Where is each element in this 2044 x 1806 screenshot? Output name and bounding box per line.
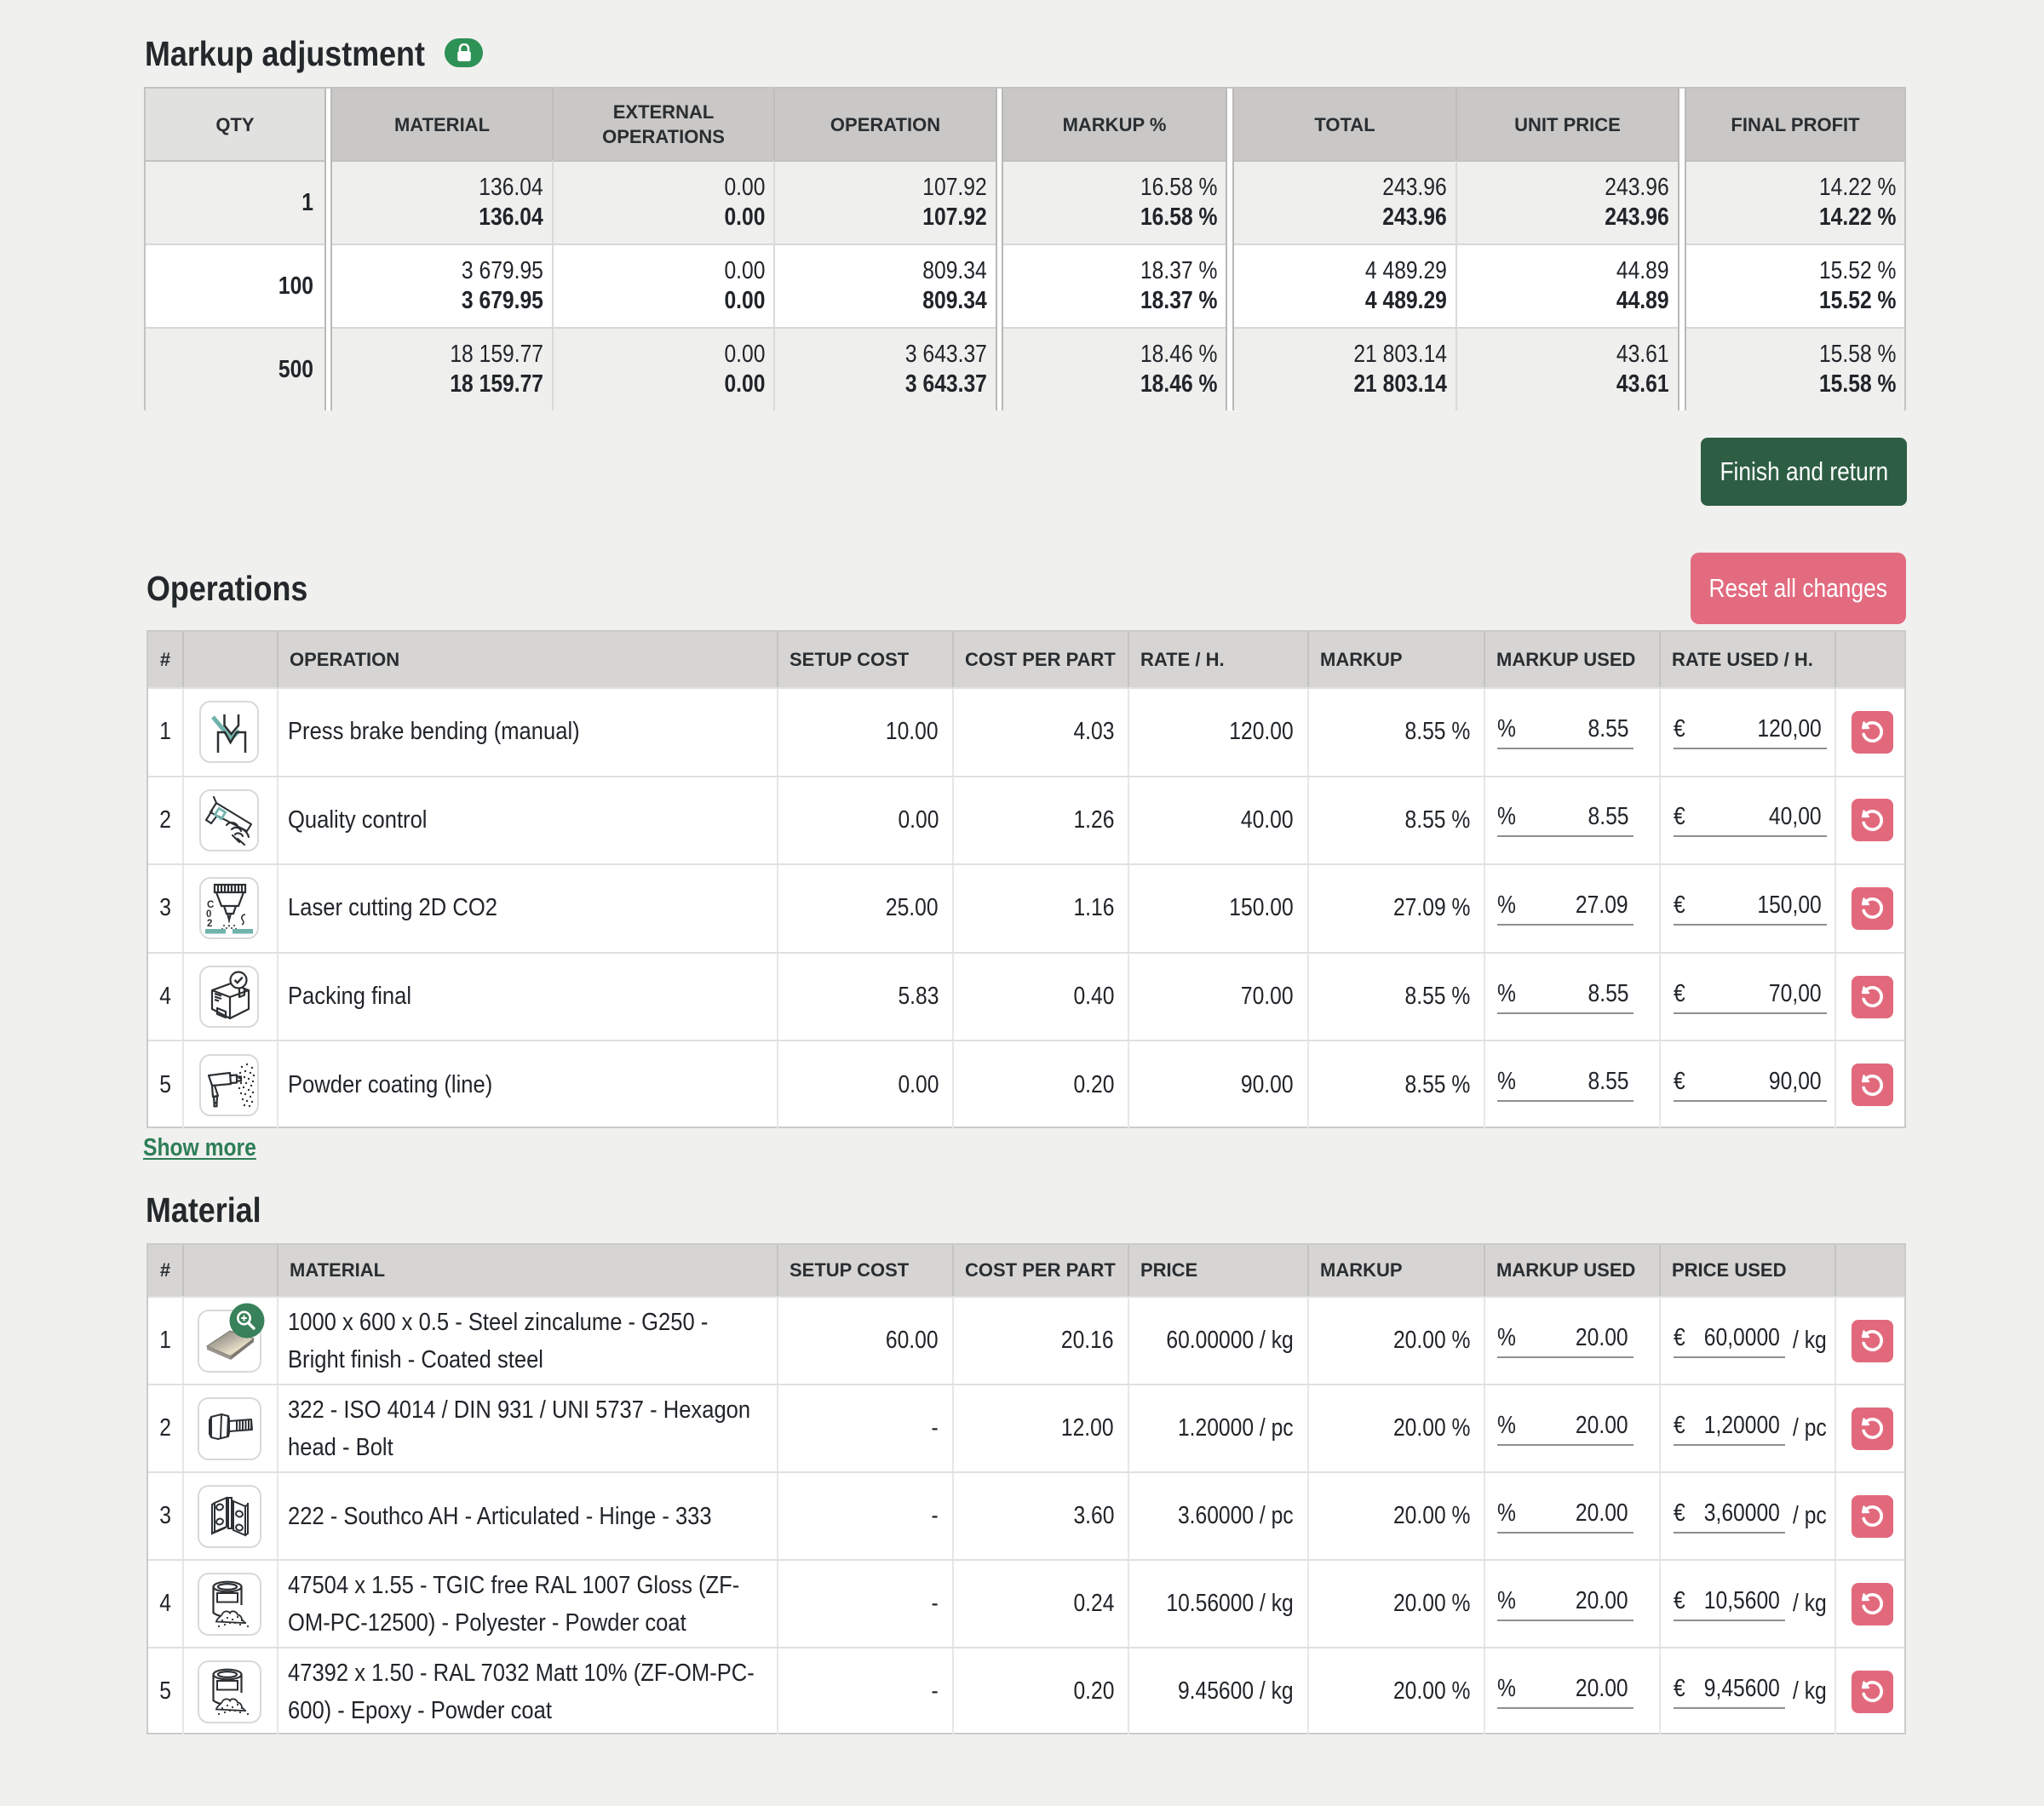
svg-text:C: C — [207, 900, 214, 910]
svg-text:2: 2 — [207, 919, 212, 929]
svg-text:0: 0 — [206, 909, 211, 920]
